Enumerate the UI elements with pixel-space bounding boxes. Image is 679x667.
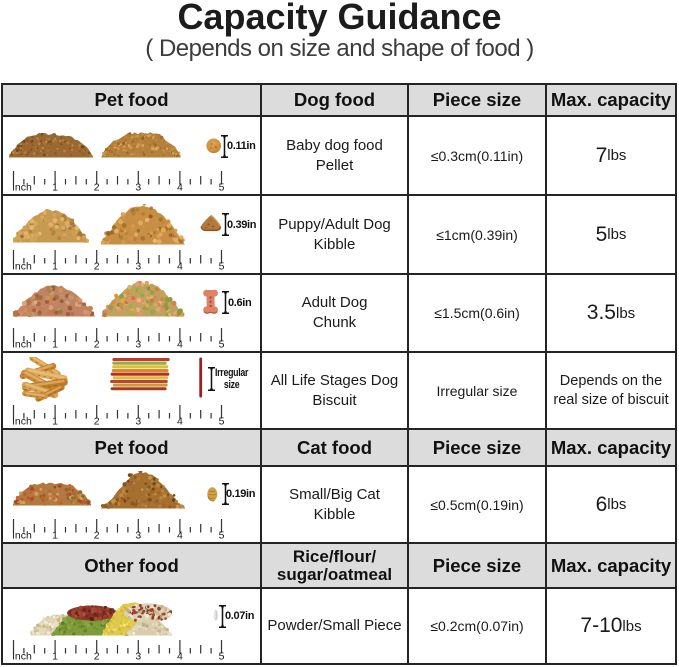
svg-text:1: 1 — [52, 261, 58, 273]
svg-text:Inch: Inch — [12, 261, 32, 273]
svg-text:5: 5 — [219, 530, 225, 542]
svg-text:4: 4 — [177, 182, 183, 194]
svg-text:5: 5 — [219, 651, 225, 663]
svg-text:5: 5 — [219, 416, 225, 428]
svg-text:5: 5 — [219, 182, 225, 194]
svg-text:3: 3 — [135, 339, 141, 351]
svg-text:Inch: Inch — [12, 416, 32, 428]
svg-text:3: 3 — [135, 651, 141, 663]
svg-text:Inch: Inch — [12, 182, 32, 194]
svg-text:4: 4 — [177, 530, 183, 542]
svg-text:3: 3 — [135, 416, 141, 428]
svg-text:2: 2 — [94, 182, 100, 194]
svg-text:Inch: Inch — [12, 530, 32, 542]
svg-text:2: 2 — [94, 261, 100, 273]
svg-text:4: 4 — [177, 261, 183, 273]
svg-text:5: 5 — [219, 261, 225, 273]
svg-text:1: 1 — [52, 182, 58, 194]
svg-text:3: 3 — [135, 182, 141, 194]
svg-text:1: 1 — [52, 651, 58, 663]
svg-text:1: 1 — [52, 339, 58, 351]
svg-text:5: 5 — [219, 339, 225, 351]
svg-text:4: 4 — [177, 339, 183, 351]
svg-text:3: 3 — [135, 261, 141, 273]
svg-text:1: 1 — [52, 416, 58, 428]
svg-text:2: 2 — [94, 651, 100, 663]
svg-text:3: 3 — [135, 530, 141, 542]
svg-text:2: 2 — [94, 416, 100, 428]
svg-text:2: 2 — [94, 530, 100, 542]
svg-text:Inch: Inch — [12, 651, 32, 663]
svg-text:Inch: Inch — [12, 339, 32, 351]
svg-text:4: 4 — [177, 651, 183, 663]
svg-text:4: 4 — [177, 416, 183, 428]
svg-text:2: 2 — [94, 339, 100, 351]
svg-text:1: 1 — [52, 530, 58, 542]
